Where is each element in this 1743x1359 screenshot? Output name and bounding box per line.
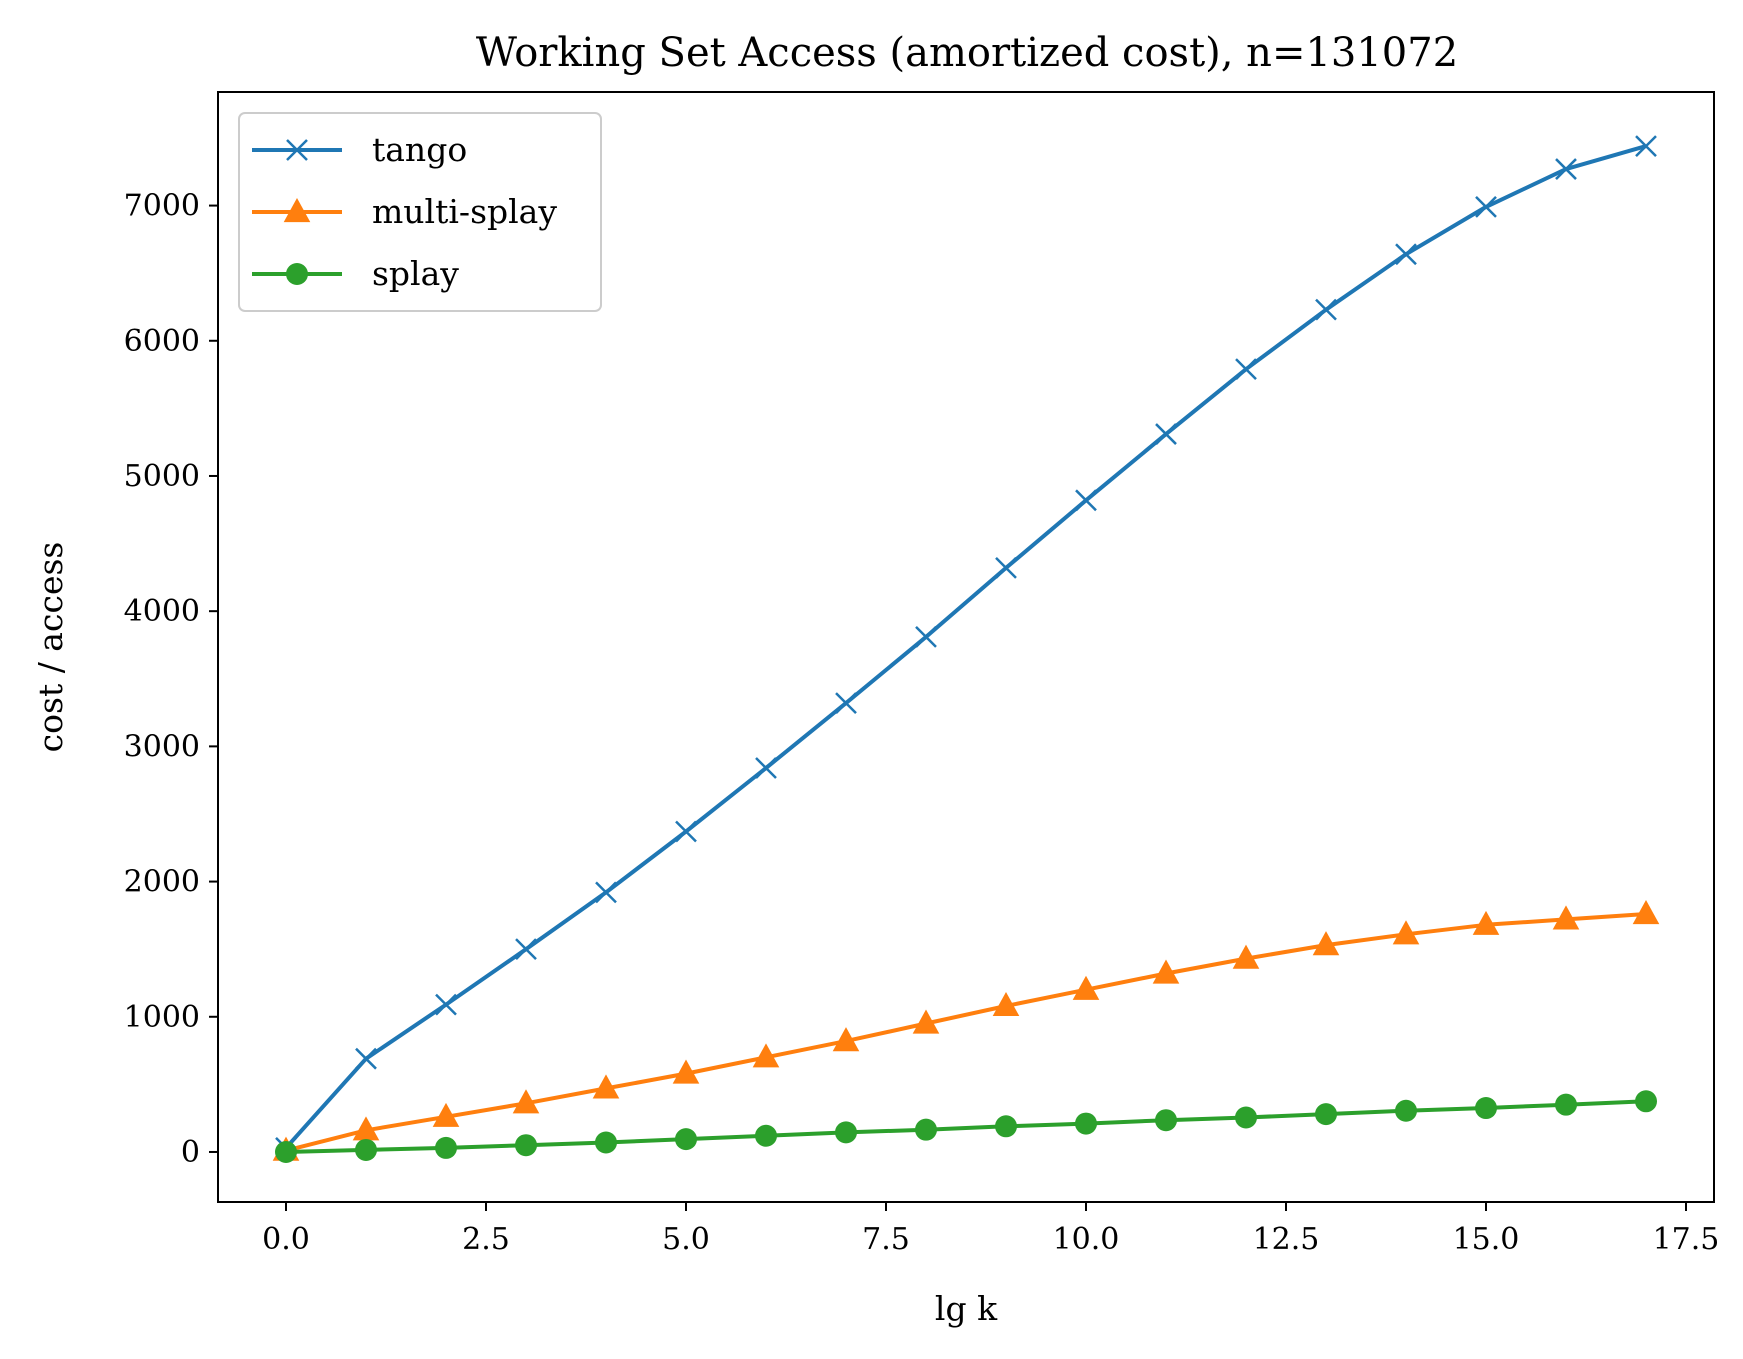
tango-point bbox=[595, 881, 617, 904]
legend: tango multi-splay splay bbox=[238, 112, 602, 312]
splay-point bbox=[595, 1131, 617, 1154]
y-tick-label: 7000 bbox=[124, 189, 200, 224]
splay-point bbox=[355, 1138, 377, 1161]
legend-marker bbox=[283, 198, 311, 223]
multi-splay-point bbox=[1552, 905, 1580, 930]
splay-point bbox=[1635, 1090, 1657, 1113]
splay-point bbox=[755, 1124, 777, 1147]
splay-point bbox=[1395, 1099, 1417, 1122]
splay-point bbox=[915, 1118, 937, 1141]
tango-line bbox=[284, 144, 1647, 1150]
multi-splay-point bbox=[752, 1043, 780, 1068]
splay-point bbox=[1155, 1109, 1177, 1132]
tango-point bbox=[835, 692, 857, 714]
legend-label: tango bbox=[372, 130, 467, 169]
x-axis-label: lg k bbox=[935, 1289, 998, 1328]
tango-point bbox=[1555, 158, 1577, 180]
tango-point bbox=[1315, 298, 1337, 321]
multi-splay-point bbox=[512, 1089, 540, 1114]
x-tick-label: 2.5 bbox=[462, 1222, 510, 1257]
tango-point bbox=[435, 993, 457, 1016]
tango-point bbox=[1475, 196, 1497, 218]
x-tick-label: 12.5 bbox=[1253, 1222, 1320, 1257]
series-splay bbox=[275, 1090, 1657, 1163]
x-axis: 0.0 2.5 5.0 7.5 10.0 12.5 15.0 17.5 bbox=[262, 1202, 1719, 1257]
y-tick-label: 1000 bbox=[124, 1000, 200, 1035]
tango-point bbox=[755, 757, 777, 779]
x-tick-label: 0.0 bbox=[262, 1222, 310, 1257]
y-axis-label: cost / access bbox=[31, 542, 70, 753]
splay-point bbox=[1315, 1103, 1337, 1126]
multi-splay-point bbox=[352, 1116, 380, 1141]
tango-point bbox=[515, 938, 537, 961]
legend-marker bbox=[286, 139, 308, 161]
multi-splay-point bbox=[1392, 920, 1420, 945]
splay-point bbox=[1555, 1093, 1577, 1116]
x-tick-label: 10.0 bbox=[1053, 1222, 1120, 1257]
x-tick-label: 5.0 bbox=[662, 1222, 710, 1257]
tango-point bbox=[915, 625, 937, 648]
plot-marks bbox=[272, 135, 1660, 1163]
multi-splay-point bbox=[1312, 931, 1340, 956]
splay-point bbox=[995, 1115, 1017, 1138]
y-tick-label: 2000 bbox=[124, 865, 200, 900]
y-axis: 0 1000 2000 3000 4000 5000 6000 7000 bbox=[124, 189, 218, 1170]
x-tick-label: 17.5 bbox=[1653, 1222, 1720, 1257]
multi-splay-point bbox=[912, 1009, 940, 1034]
splay-point bbox=[515, 1134, 537, 1157]
tango-point bbox=[1395, 243, 1417, 266]
multi-splay-point bbox=[1152, 959, 1180, 984]
y-tick-label: 6000 bbox=[124, 324, 200, 359]
y-tick-label: 0 bbox=[181, 1135, 200, 1170]
legend-item-multi-splay: multi-splay bbox=[252, 192, 557, 231]
tango-point bbox=[355, 1047, 377, 1070]
splay-line bbox=[285, 1099, 1647, 1154]
multi-splay-point bbox=[592, 1074, 620, 1099]
legend-label: multi-splay bbox=[372, 192, 557, 231]
tango-point bbox=[675, 820, 697, 843]
tango-point bbox=[1075, 489, 1097, 512]
multi-splay-point bbox=[832, 1027, 860, 1052]
multi-splay-line bbox=[285, 912, 1647, 1153]
splay-point bbox=[275, 1140, 297, 1163]
multi-splay-point bbox=[1072, 975, 1100, 1000]
multi-splay-point bbox=[1232, 944, 1260, 969]
splay-point bbox=[835, 1121, 857, 1144]
tango-point bbox=[1155, 423, 1177, 445]
splay-point bbox=[675, 1128, 697, 1151]
y-tick-label: 5000 bbox=[124, 459, 200, 494]
multi-splay-point bbox=[992, 991, 1020, 1017]
multi-splay-point bbox=[1472, 910, 1500, 935]
legend-item-tango: tango bbox=[252, 130, 467, 169]
plot-frame bbox=[217, 91, 1715, 1203]
y-tick-label: 3000 bbox=[124, 729, 200, 764]
splay-point bbox=[1235, 1106, 1257, 1129]
multi-splay-point bbox=[1632, 900, 1660, 925]
x-tick-label: 7.5 bbox=[862, 1222, 910, 1257]
splay-point bbox=[1475, 1097, 1497, 1120]
x-tick-label: 15.0 bbox=[1453, 1222, 1520, 1257]
splay-point bbox=[1075, 1112, 1097, 1135]
tango-point bbox=[1235, 358, 1257, 381]
splay-point bbox=[435, 1136, 457, 1159]
legend-marker bbox=[286, 263, 308, 285]
multi-splay-point bbox=[672, 1059, 700, 1084]
tango-point bbox=[1635, 135, 1657, 157]
legend-item-splay: splay bbox=[252, 254, 459, 293]
tango-point bbox=[995, 557, 1017, 579]
legend-box bbox=[238, 112, 602, 312]
chart-title: Working Set Access (amortized cost), n=1… bbox=[476, 30, 1458, 76]
y-tick-label: 4000 bbox=[124, 594, 200, 629]
legend-label: splay bbox=[372, 254, 459, 293]
multi-splay-point bbox=[432, 1102, 460, 1127]
